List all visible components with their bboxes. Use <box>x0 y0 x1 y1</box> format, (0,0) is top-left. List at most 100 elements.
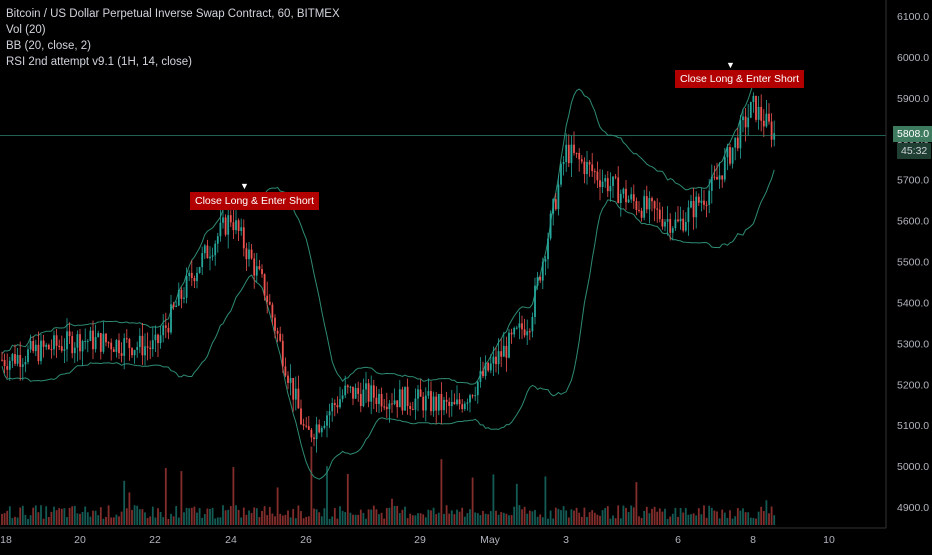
candle-body[interactable] <box>726 147 729 158</box>
candle-body[interactable] <box>703 200 705 205</box>
candle-body[interactable] <box>357 388 360 394</box>
candle-body[interactable] <box>154 334 157 341</box>
candle-body[interactable] <box>362 389 365 407</box>
candle-body[interactable] <box>632 194 635 202</box>
candle-body[interactable] <box>159 335 162 344</box>
candle-body[interactable] <box>365 383 367 390</box>
candle-body[interactable] <box>34 344 37 352</box>
candle-body[interactable] <box>305 425 308 427</box>
candle-body[interactable] <box>76 334 79 348</box>
candle-body[interactable] <box>432 396 435 412</box>
candle-body[interactable] <box>380 393 383 407</box>
candle-body[interactable] <box>170 304 172 333</box>
candle-body[interactable] <box>138 335 141 347</box>
candle-body[interactable] <box>461 404 464 410</box>
candle-body[interactable] <box>588 162 591 165</box>
signal-label-1[interactable]: Close Long & Enter Short <box>190 192 320 210</box>
candle-body[interactable] <box>79 334 81 352</box>
candle-body[interactable] <box>123 338 126 356</box>
candle-body[interactable] <box>443 399 445 411</box>
candle-body[interactable] <box>417 389 419 399</box>
candle-body[interactable] <box>739 120 742 149</box>
candle-body[interactable] <box>112 349 115 352</box>
candle-body[interactable] <box>268 301 271 305</box>
candle-body[interactable] <box>196 272 198 282</box>
candle-body[interactable] <box>164 325 167 328</box>
candle-body[interactable] <box>66 331 68 350</box>
candle-body[interactable] <box>448 401 451 406</box>
candle-body[interactable] <box>549 213 552 239</box>
candle-body[interactable] <box>474 395 477 397</box>
candle-body[interactable] <box>653 201 656 209</box>
candle-body[interactable] <box>3 359 6 367</box>
candle-body[interactable] <box>677 219 679 222</box>
candle-body[interactable] <box>281 340 284 367</box>
candle-body[interactable] <box>547 238 549 260</box>
candle-body[interactable] <box>539 276 542 281</box>
candle-body[interactable] <box>287 375 289 383</box>
candle-body[interactable] <box>227 215 230 235</box>
candle-body[interactable] <box>261 269 263 275</box>
candle-body[interactable] <box>372 385 375 398</box>
candle-body[interactable] <box>63 349 66 351</box>
candle-body[interactable] <box>201 253 204 268</box>
candle-body[interactable] <box>146 346 149 348</box>
candle-body[interactable] <box>458 399 461 405</box>
candle-body[interactable] <box>1 359 3 361</box>
candle-body[interactable] <box>700 200 703 203</box>
candle-body[interactable] <box>81 341 84 352</box>
candle-body[interactable] <box>289 377 292 383</box>
candle-body[interactable] <box>27 349 29 362</box>
signal-label-2[interactable]: Close Long & Enter Short <box>675 70 805 88</box>
candle-body[interactable] <box>716 176 718 180</box>
candle-body[interactable] <box>19 355 22 367</box>
candle-body[interactable] <box>622 188 625 194</box>
candle-body[interactable] <box>42 340 45 347</box>
candle-body[interactable] <box>671 228 674 233</box>
candle-body[interactable] <box>544 259 547 262</box>
candle-body[interactable] <box>383 406 386 408</box>
candle-body[interactable] <box>8 360 11 370</box>
candle-body[interactable] <box>245 248 248 260</box>
candle-body[interactable] <box>656 208 659 210</box>
candle-body[interactable] <box>294 388 297 400</box>
candle-body[interactable] <box>341 395 344 400</box>
candle-body[interactable] <box>133 350 136 356</box>
candle-body[interactable] <box>567 144 570 164</box>
candle-body[interactable] <box>102 333 105 352</box>
candle-body[interactable] <box>531 316 534 332</box>
candle-body[interactable] <box>162 325 165 336</box>
symbol-title[interactable]: Bitcoin / US Dollar Perpetual Inverse Sw… <box>6 8 340 20</box>
candle-body[interactable] <box>463 403 466 410</box>
candle-body[interactable] <box>440 393 443 411</box>
candle-body[interactable] <box>419 389 422 397</box>
candle-body[interactable] <box>648 198 651 210</box>
candle-body[interactable] <box>658 209 661 220</box>
candle-body[interactable] <box>409 405 412 409</box>
candle-body[interactable] <box>339 399 341 408</box>
candle-body[interactable] <box>770 121 773 140</box>
candle-body[interactable] <box>690 201 692 208</box>
candle-body[interactable] <box>749 102 752 118</box>
candle-body[interactable] <box>58 345 61 347</box>
candle-body[interactable] <box>188 272 191 277</box>
candle-body[interactable] <box>229 215 232 223</box>
candle-body[interactable] <box>773 133 776 140</box>
candle-body[interactable] <box>352 386 354 399</box>
candle-body[interactable] <box>315 424 318 440</box>
candle-body[interactable] <box>276 330 279 334</box>
candle-body[interactable] <box>497 351 500 365</box>
candle-body[interactable] <box>684 222 687 231</box>
candle-body[interactable] <box>307 426 310 430</box>
candle-body[interactable] <box>604 178 607 182</box>
candle-body[interactable] <box>172 304 175 307</box>
candle-body[interactable] <box>422 396 425 411</box>
candle-body[interactable] <box>89 330 92 341</box>
candle-body[interactable] <box>367 383 370 402</box>
candle-body[interactable] <box>513 327 516 335</box>
candle-body[interactable] <box>630 194 633 200</box>
candle-body[interactable] <box>300 408 302 425</box>
candle-body[interactable] <box>131 348 133 356</box>
